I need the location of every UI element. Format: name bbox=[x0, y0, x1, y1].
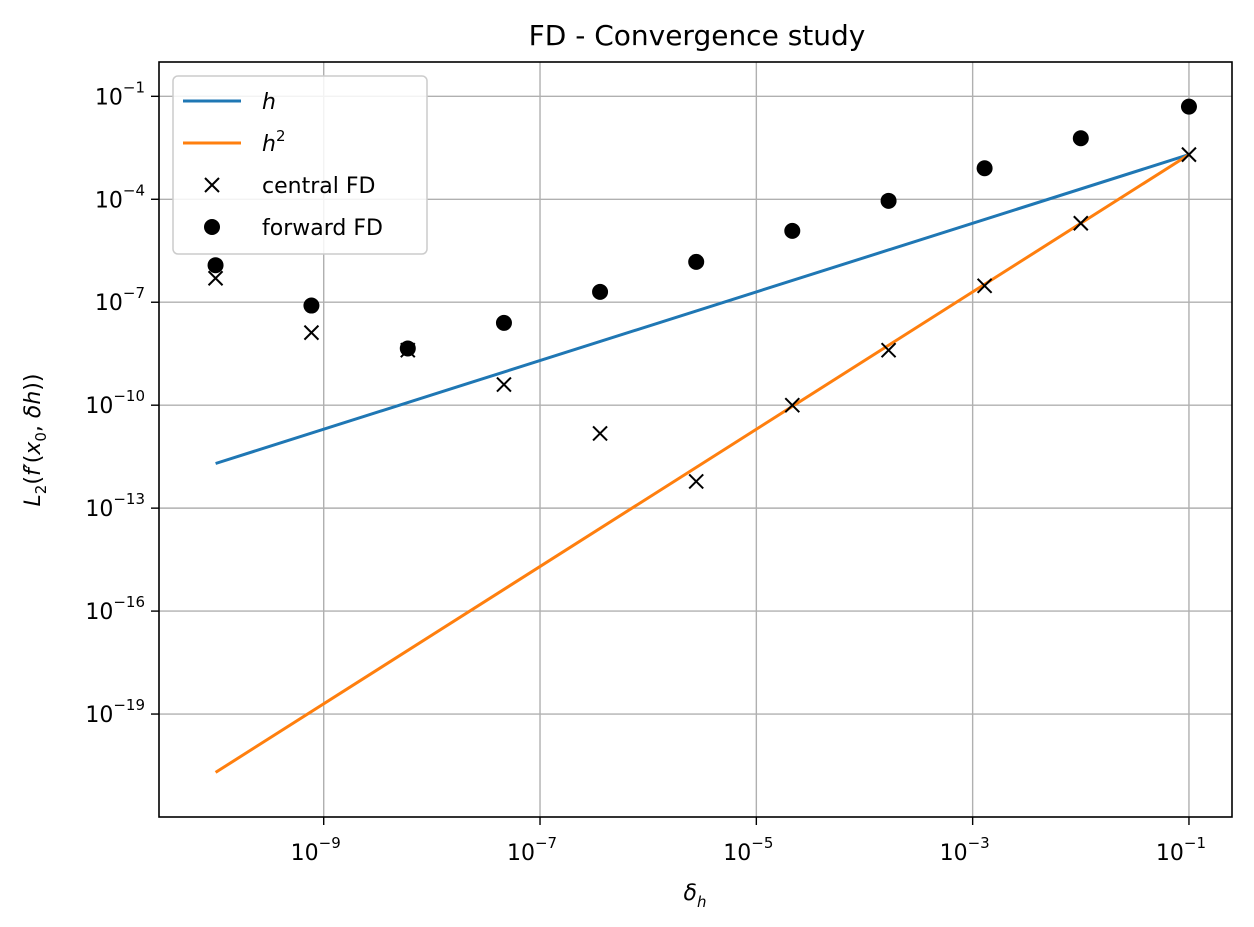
forward-fd-point bbox=[1180, 98, 1197, 115]
y-tick-label: 10−19 bbox=[85, 696, 145, 728]
forward-fd-point bbox=[303, 297, 320, 314]
forward-fd-point bbox=[976, 160, 993, 177]
central-fd-point bbox=[880, 342, 897, 358]
x-tick-label: 10−1 bbox=[1156, 834, 1206, 866]
legend-label-h2: h2 bbox=[262, 127, 286, 157]
forward-fd-point bbox=[1072, 130, 1089, 147]
central-fd-point bbox=[976, 278, 993, 294]
chart-title: FD - Convergence study bbox=[529, 19, 866, 52]
x-tick-label: 10−5 bbox=[723, 834, 773, 866]
y-tick-label: 10−13 bbox=[85, 490, 145, 522]
legend-swatch-central-fd bbox=[204, 177, 220, 193]
forward-fd-point bbox=[784, 222, 801, 239]
series-line-h-squared bbox=[214, 153, 1190, 774]
central-fd-point bbox=[207, 270, 224, 286]
grid-lines bbox=[159, 62, 1232, 817]
x-axis: 10−9 10−7 10−5 10−3 10−1 bbox=[291, 817, 1206, 866]
x-tick-label: 10−3 bbox=[940, 834, 990, 866]
y-tick-label: 10−7 bbox=[95, 284, 145, 316]
central-fd-point bbox=[1073, 215, 1089, 231]
forward-fd-point bbox=[207, 257, 224, 274]
y-axis-label: L2(f′(x0, δh)) bbox=[21, 374, 50, 507]
forward-fd-point bbox=[399, 340, 416, 357]
y-tick-label: 10−10 bbox=[85, 387, 145, 419]
central-fd-point bbox=[592, 425, 608, 442]
x-tick-label: 10−7 bbox=[507, 834, 557, 866]
forward-fd-point bbox=[688, 253, 705, 270]
forward-fd-point bbox=[495, 314, 512, 331]
forward-fd-point bbox=[880, 192, 897, 209]
series-line-h bbox=[215, 153, 1190, 465]
legend: h h2 central FD forward FD bbox=[172, 75, 428, 255]
forward-fd-point bbox=[592, 283, 609, 300]
x-tick-label: 10−9 bbox=[291, 834, 341, 866]
central-fd-point bbox=[784, 397, 800, 413]
y-tick-label: 10−4 bbox=[95, 181, 145, 213]
y-tick-label: 10−1 bbox=[95, 78, 145, 110]
central-fd-point bbox=[1181, 146, 1197, 163]
y-tick-label: 10−16 bbox=[85, 593, 145, 625]
y-axis: 10−1 10−4 10−7 10−10 10−13 10−16 10−19 bbox=[85, 78, 159, 728]
legend-swatch-forward-fd bbox=[204, 219, 220, 235]
x-axis-label: δh bbox=[684, 881, 707, 911]
series-layer bbox=[207, 98, 1197, 774]
legend-box bbox=[172, 75, 428, 255]
plot-frame bbox=[158, 61, 1233, 818]
central-fd-point bbox=[303, 324, 320, 341]
central-fd-point bbox=[496, 376, 512, 393]
legend-label-central-fd: central FD bbox=[262, 174, 375, 199]
legend-label-forward-fd: forward FD bbox=[262, 216, 383, 241]
central-fd-point bbox=[688, 473, 704, 490]
legend-label-h: h bbox=[262, 90, 276, 115]
